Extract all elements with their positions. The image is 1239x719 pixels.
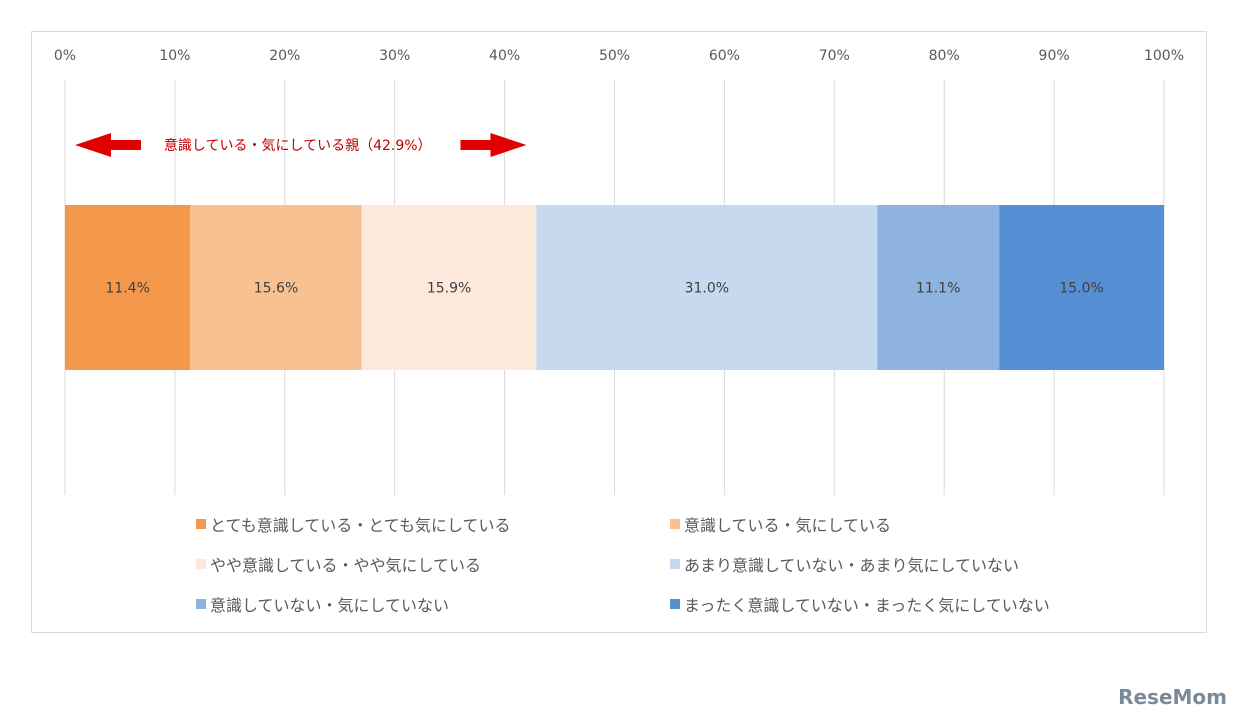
- legend-item-2: 意識している・気にしている: [670, 514, 892, 535]
- legend-item-1: とても意識している・とても気にしている: [196, 514, 511, 535]
- resemom-watermark: ReseMom: [1118, 685, 1227, 709]
- bar-data-label-2: 15.6%: [254, 281, 298, 297]
- bar-data-label-3: 15.9%: [427, 281, 471, 297]
- bar-data-label-4: 31.0%: [685, 281, 729, 297]
- x-tick-label: 20%: [269, 48, 300, 64]
- legend-swatch: [670, 599, 680, 609]
- bar-segment-4: [536, 205, 878, 370]
- legend-label: 意識している・気にしている: [684, 516, 892, 535]
- bar-segment-5: [877, 205, 1000, 370]
- bar-data-label-5: 11.1%: [916, 281, 960, 297]
- bar-segment-6: [999, 205, 1164, 370]
- x-tick-label: 90%: [1039, 48, 1070, 64]
- x-tick-label: 70%: [819, 48, 850, 64]
- legend-item-4: あまり意識していない・あまり気にしていない: [670, 554, 1020, 575]
- x-tick-label: 30%: [379, 48, 410, 64]
- legend-swatch: [196, 519, 206, 529]
- annotation-arrow-right: [460, 133, 527, 157]
- legend-swatch: [670, 519, 680, 529]
- bar-data-label-1: 11.4%: [105, 281, 149, 297]
- x-tick-label: 100%: [1144, 48, 1184, 64]
- chart-frame: [31, 31, 1207, 633]
- legend-label: あまり意識していない・あまり気にしていない: [684, 556, 1020, 575]
- x-tick-label: 50%: [599, 48, 630, 64]
- bar-segment-1: [65, 205, 191, 370]
- x-tick-label: 60%: [709, 48, 740, 64]
- legend-label: 意識していない・気にしていない: [210, 596, 450, 615]
- bar-segment-2: [190, 205, 362, 370]
- legend-swatch: [196, 599, 206, 609]
- x-tick-label: 0%: [54, 48, 76, 64]
- x-tick-label: 80%: [929, 48, 960, 64]
- legend-item-6: まったく意識していない・まったく気にしていない: [670, 594, 1050, 615]
- legend-item-3: やや意識している・やや気にしている: [196, 554, 482, 575]
- x-tick-label: 40%: [489, 48, 520, 64]
- x-tick-label: 10%: [159, 48, 190, 64]
- bar-segment-3: [361, 205, 537, 370]
- legend-label: とても意識している・とても気にしている: [210, 516, 511, 535]
- annotation-label: 意識している・気にしている親（42.9%）: [164, 137, 432, 154]
- legend-swatch: [196, 559, 206, 569]
- legend-label: まったく意識していない・まったく気にしていない: [684, 596, 1050, 615]
- annotation-arrow-left: [75, 133, 141, 157]
- legend-label: やや意識している・やや気にしている: [210, 556, 482, 575]
- legend-swatch: [670, 559, 680, 569]
- legend-item-5: 意識していない・気にしていない: [196, 594, 450, 615]
- bar-data-label-6: 15.0%: [1059, 281, 1103, 297]
